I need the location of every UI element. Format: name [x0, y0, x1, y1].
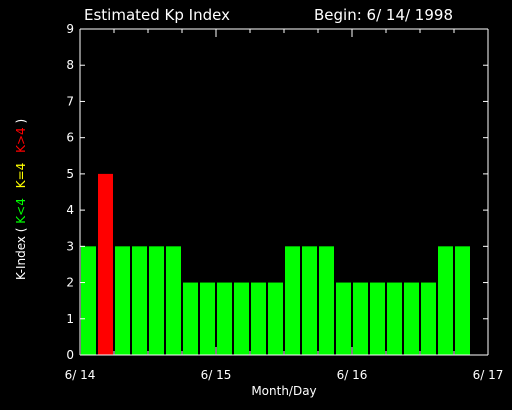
- y-tick-label: 7: [66, 94, 74, 108]
- kp-bar: [387, 282, 402, 355]
- kp-bar: [217, 282, 232, 355]
- kp-bar: [404, 282, 419, 355]
- kp-bar: [370, 282, 385, 355]
- kp-bar: [455, 246, 470, 355]
- kp-bar: [353, 282, 368, 355]
- kp-bar: [115, 246, 130, 355]
- y-label-prefix: K-Index (: [14, 228, 28, 280]
- x-tick-label: 6/ 16: [337, 368, 368, 382]
- kp-bar: [200, 282, 215, 355]
- kp-bar: [421, 282, 436, 355]
- y-tick-label: 2: [66, 276, 74, 290]
- legend-k-lt-4: K<4: [14, 198, 28, 224]
- bars: [81, 173, 470, 355]
- kp-bar: [166, 246, 181, 355]
- y-tick-label: 6: [66, 131, 74, 145]
- chart-title: Estimated Kp Index: [84, 6, 230, 24]
- y-tick-label: 9: [66, 22, 74, 36]
- y-tick-label: 3: [66, 239, 74, 253]
- svg-text:K-Index ( K<4 K=4: K-Index ( K<4 K=4 K>4 ): [14, 119, 28, 280]
- kp-bar: [302, 246, 317, 355]
- y-label-suffix: ): [14, 119, 28, 124]
- chart-subtitle: Begin: 6/ 14/ 1998: [314, 6, 453, 24]
- kp-bar: [268, 282, 283, 355]
- kp-bar: [438, 246, 453, 355]
- y-axis-label: K-Index ( K<4 K=4 K>4 ): [14, 119, 28, 280]
- kp-bar: [234, 282, 249, 355]
- kp-bar: [132, 246, 147, 355]
- kp-bar: [81, 246, 96, 355]
- kp-bar: [285, 246, 300, 355]
- kp-bar: [149, 246, 164, 355]
- y-tick-label: 5: [66, 167, 74, 181]
- x-tick-label: 6/ 17: [473, 368, 504, 382]
- kp-bar: [183, 282, 198, 355]
- axes: 0 1 2 3 4 5 6 7 8 9 6/ 14 6/ 15 6/ 16 6/ 17: [65, 22, 504, 382]
- legend-k-gt-4: K>4: [14, 127, 28, 153]
- legend-k-eq-4: K=4: [14, 163, 28, 189]
- x-tick-label: 6/ 15: [201, 368, 232, 382]
- kp-bar: [336, 282, 351, 355]
- kp-bar: [98, 173, 113, 355]
- y-tick-label: 4: [66, 203, 74, 217]
- x-axis-label: Month/Day: [251, 384, 316, 398]
- kp-bar: [251, 282, 266, 355]
- y-tick-label: 0: [66, 348, 74, 362]
- kp-bar: [319, 246, 334, 355]
- y-tick-label: 1: [66, 312, 74, 326]
- y-tick-label: 8: [66, 58, 74, 72]
- x-tick-label: 6/ 14: [65, 368, 96, 382]
